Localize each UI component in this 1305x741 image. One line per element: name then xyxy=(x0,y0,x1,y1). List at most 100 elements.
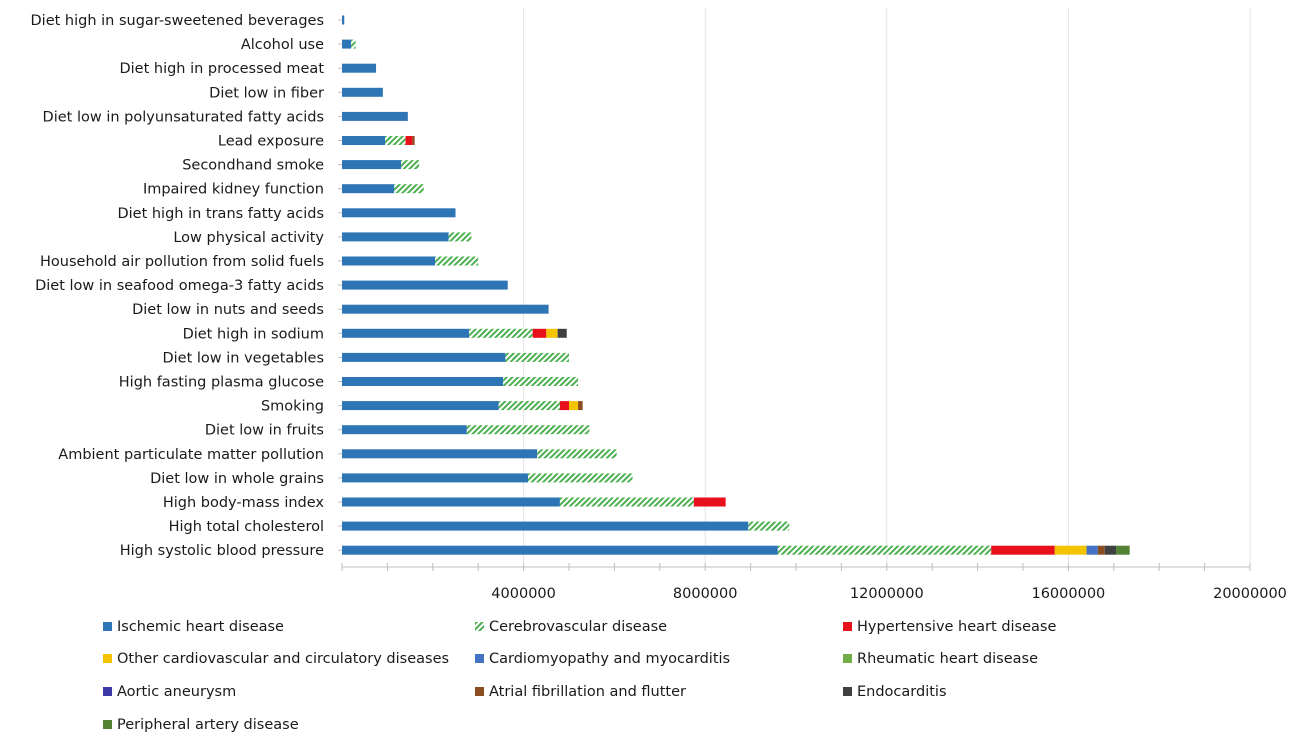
category-label: Low physical activity xyxy=(173,230,324,246)
bar-high-systolic-blood-pressure-cerebrovascular-disease xyxy=(777,545,992,555)
bar-high-body-mass-index-hypertensive-heart-disease xyxy=(693,497,726,507)
bar-ambient-particulate-matter-pollution-cerebrovascular-disease xyxy=(537,449,617,459)
bar-high-systolic-blood-pressure-ischemic-heart-disease xyxy=(342,545,778,555)
bar-diet-low-in-whole-grains-ischemic-heart-disease xyxy=(342,473,529,483)
bar-diet-low-in-polyunsaturated-fatty-acids-ischemic-heart-disease xyxy=(342,111,408,121)
bar-diet-low-in-fruits-ischemic-heart-disease xyxy=(342,425,467,435)
bar-high-total-cholesterol-ischemic-heart-disease xyxy=(342,521,749,531)
bar-smoking-other-cardiovascular-and-circulatory-diseases xyxy=(569,401,579,411)
bar-high-systolic-blood-pressure-atrial-fibrillation-and-flutter xyxy=(1097,545,1105,555)
bar-alcohol-use-cerebrovascular-disease xyxy=(351,39,356,49)
category-label: Diet low in whole grains xyxy=(150,471,324,487)
category-label: Diet high in processed meat xyxy=(119,61,324,77)
legend-item-ischemic-heart-disease: Ischemic heart disease xyxy=(103,619,284,635)
bar-low-physical-activity-ischemic-heart-disease xyxy=(342,232,449,242)
bar-lead-exposure-cerebrovascular-disease xyxy=(385,136,406,145)
legend-item-other-cardiovascular-and-circulatory-diseases: Other cardiovascular and circulatory dis… xyxy=(103,651,449,667)
bar-household-air-pollution-from-solid-fuels-ischemic-heart-disease xyxy=(342,256,436,266)
bar-diet-low-in-vegetables-ischemic-heart-disease xyxy=(342,352,506,362)
category-labels: Diet high in sugar-sweetened beverages Al… xyxy=(31,13,342,559)
bar-smoking-ischemic-heart-disease xyxy=(342,401,499,411)
bar-diet-high-in-sodium-cerebrovascular-disease xyxy=(469,328,533,338)
legend-swatch xyxy=(843,654,852,663)
bar-diet-low-in-nuts-and-seeds-ischemic-heart-disease xyxy=(342,304,549,314)
bar-high-systolic-blood-pressure-cardiomyopathy-and-myocarditis xyxy=(1086,545,1098,555)
legend-label: Aortic aneurysm xyxy=(117,684,236,700)
legend-label: Peripheral artery disease xyxy=(117,717,299,733)
legend-item-atrial-fibrillation-and-flutter: Atrial fibrillation and flutter xyxy=(475,684,686,700)
category-label: Diet low in nuts and seeds xyxy=(132,302,324,318)
bar-high-body-mass-index-cerebrovascular-disease xyxy=(559,497,694,507)
bar-impaired-kidney-function-ischemic-heart-disease xyxy=(342,184,395,194)
bar-impaired-kidney-function-cerebrovascular-disease xyxy=(394,184,424,194)
bar-ambient-particulate-matter-pollution-ischemic-heart-disease xyxy=(342,449,538,459)
bar-high-body-mass-index-ischemic-heart-disease xyxy=(342,497,560,507)
x-tick-label: 12000000 xyxy=(850,586,924,602)
bar-diet-high-in-sugar-sweetened-beverages-ischemic-heart-disease xyxy=(342,15,345,25)
legend-item-aortic-aneurysm: Aortic aneurysm xyxy=(103,684,236,700)
category-label: High systolic blood pressure xyxy=(120,543,324,559)
bar-diet-high-in-trans-fatty-acids-ischemic-heart-disease xyxy=(342,208,456,218)
bar-diet-high-in-sodium-endocarditis xyxy=(557,328,567,338)
category-label: Diet low in seafood omega-3 fatty acids xyxy=(35,278,324,294)
category-label: Lead exposure xyxy=(218,134,324,150)
bar-high-systolic-blood-pressure-endocarditis xyxy=(1104,545,1117,555)
bar-diet-high-in-sodium-other-cardiovascular-and-circulatory-diseases xyxy=(546,328,558,338)
bar-household-air-pollution-from-solid-fuels-cerebrovascular-disease xyxy=(435,256,479,266)
legend-label: Cardiomyopathy and myocarditis xyxy=(489,651,730,667)
bar-lead-exposure-hypertensive-heart-disease xyxy=(405,136,413,145)
bar-high-systolic-blood-pressure-hypertensive-heart-disease xyxy=(991,545,1055,555)
bar-low-physical-activity-cerebrovascular-disease xyxy=(448,232,472,242)
bar-diet-low-in-fiber-ischemic-heart-disease xyxy=(342,87,383,97)
category-label: Diet high in sodium xyxy=(183,326,324,342)
category-label: Diet low in polyunsaturated fatty acids xyxy=(43,109,324,125)
category-label: Smoking xyxy=(261,399,324,415)
legend-swatch xyxy=(103,720,112,729)
legend-label: Hypertensive heart disease xyxy=(857,619,1056,635)
bar-diet-high-in-sodium-ischemic-heart-disease xyxy=(342,328,470,338)
bar-high-total-cholesterol-cerebrovascular-disease xyxy=(748,521,790,531)
legend: Ischemic heart disease Cerebrovascular di… xyxy=(103,619,1056,733)
legend-label: Endocarditis xyxy=(857,684,947,700)
bar-high-systolic-blood-pressure-peripheral-artery-disease xyxy=(1116,545,1130,555)
category-label: Diet low in vegetables xyxy=(162,350,324,366)
legend-item-rheumatic-heart-disease: Rheumatic heart disease xyxy=(843,651,1038,667)
bar-diet-low-in-whole-grains-cerebrovascular-disease xyxy=(528,473,633,483)
legend-swatch xyxy=(475,622,484,631)
legend-item-peripheral-artery-disease: Peripheral artery disease xyxy=(103,717,299,733)
x-tick-label: 4000000 xyxy=(491,586,556,602)
legend-swatch xyxy=(475,687,484,696)
gridlines xyxy=(523,8,1251,567)
bar-diet-high-in-sodium-hypertensive-heart-disease xyxy=(532,328,547,338)
legend-item-hypertensive-heart-disease: Hypertensive heart disease xyxy=(843,619,1056,635)
bar-lead-exposure-atrial-fibrillation-and-flutter xyxy=(412,136,415,145)
bar-smoking-hypertensive-heart-disease xyxy=(559,401,569,411)
legend-swatch xyxy=(475,654,484,663)
legend-swatch xyxy=(843,687,852,696)
category-label: Diet high in sugar-sweetened beverages xyxy=(31,13,325,29)
bar-smoking-cerebrovascular-disease xyxy=(498,401,560,411)
legend-label: Atrial fibrillation and flutter xyxy=(489,684,686,700)
category-label: Ambient particulate matter pollution xyxy=(58,447,324,463)
legend-swatch xyxy=(103,687,112,696)
bar-smoking-atrial-fibrillation-and-flutter xyxy=(578,401,583,411)
bar-alcohol-use-ischemic-heart-disease xyxy=(342,39,352,49)
legend-item-cardiomyopathy-and-myocarditis: Cardiomyopathy and myocarditis xyxy=(475,651,730,667)
category-label: Diet low in fruits xyxy=(205,423,324,439)
category-label: Alcohol use xyxy=(241,37,324,53)
legend-swatch xyxy=(103,622,112,631)
bar-area xyxy=(342,15,1130,555)
legend-item-cerebrovascular-disease: Cerebrovascular disease xyxy=(475,619,667,635)
legend-swatch xyxy=(843,622,852,631)
x-axis: 4000000 8000000 12000000 16000000 20000000 xyxy=(341,563,1287,602)
legend-label: Other cardiovascular and circulatory dis… xyxy=(117,651,449,667)
bar-diet-low-in-fruits-cerebrovascular-disease xyxy=(466,425,590,435)
legend-label: Ischemic heart disease xyxy=(117,619,284,635)
category-label: High body-mass index xyxy=(163,495,325,511)
bar-secondhand-smoke-ischemic-heart-disease xyxy=(342,160,402,170)
bar-high-fasting-plasma-glucose-cerebrovascular-disease xyxy=(503,377,579,386)
x-tick-label: 8000000 xyxy=(673,586,738,602)
category-label: Secondhand smoke xyxy=(182,158,324,174)
